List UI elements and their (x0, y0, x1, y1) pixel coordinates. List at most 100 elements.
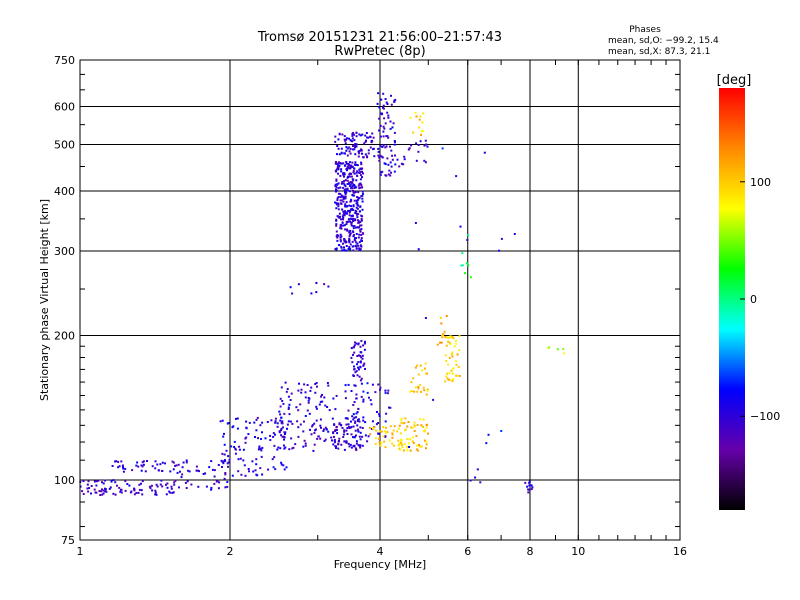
data-point (335, 224, 338, 227)
data-point (255, 418, 258, 421)
data-point (456, 374, 459, 377)
data-point (322, 428, 325, 431)
data-point (359, 178, 362, 181)
data-point (274, 421, 277, 424)
x-axis-ticks: 1 2 4 6 8 10 16 (77, 60, 687, 558)
data-point (342, 218, 344, 221)
data-point (345, 146, 348, 149)
data-point (347, 218, 350, 221)
data-point (352, 375, 355, 377)
data-point (343, 429, 346, 432)
data-point (315, 419, 318, 422)
data-point (378, 106, 381, 109)
data-point (279, 413, 282, 416)
data-point (379, 388, 381, 391)
data-point (274, 433, 276, 436)
data-point (411, 440, 414, 443)
data-point (361, 444, 364, 447)
data-point (334, 248, 337, 251)
data-point (414, 366, 417, 369)
data-point (351, 140, 354, 143)
data-point (154, 467, 157, 470)
data-point (391, 433, 394, 436)
data-point (326, 382, 329, 384)
x-tick-label: 10 (571, 545, 585, 558)
data-point (259, 448, 262, 451)
data-point (441, 147, 444, 150)
data-point (335, 188, 337, 191)
data-point (351, 165, 354, 168)
data-point (359, 354, 362, 357)
y-axis-label: Stationary phase Virtual Height [km] (38, 199, 51, 401)
data-point (359, 446, 362, 449)
data-point (283, 412, 286, 415)
data-point (361, 427, 364, 429)
data-point (419, 140, 422, 143)
data-point (369, 136, 372, 139)
data-point (353, 148, 356, 151)
data-point (211, 468, 214, 471)
data-point (159, 463, 162, 466)
data-point (360, 186, 363, 189)
data-point (348, 184, 351, 187)
data-point (455, 374, 457, 377)
data-point (425, 447, 427, 450)
data-point (348, 182, 350, 185)
data-point (421, 129, 424, 132)
data-point (334, 201, 337, 204)
data-point (347, 425, 350, 428)
data-point (400, 441, 402, 444)
data-point (93, 480, 96, 483)
data-point (360, 339, 363, 342)
data-point (210, 486, 213, 489)
data-point (399, 432, 402, 435)
data-point (409, 438, 412, 441)
data-point (347, 409, 350, 412)
data-point (345, 223, 348, 226)
data-point (356, 374, 359, 377)
data-point (279, 405, 282, 408)
data-point (221, 452, 224, 455)
data-point (420, 424, 423, 427)
data-point (355, 449, 358, 452)
data-point (197, 485, 200, 488)
data-point (173, 483, 176, 486)
data-point (442, 334, 444, 336)
data-point (350, 187, 353, 190)
data-point (349, 229, 352, 232)
data-point (348, 137, 351, 140)
data-point (124, 467, 127, 470)
y-tick-label: 200 (54, 330, 75, 343)
data-point (350, 218, 353, 221)
data-point (355, 237, 358, 239)
data-point (255, 429, 258, 432)
data-point (445, 344, 448, 347)
data-point (349, 232, 352, 235)
data-point (289, 286, 292, 289)
data-point (303, 383, 306, 386)
data-point (343, 214, 346, 217)
data-point (465, 262, 468, 265)
data-point (261, 421, 264, 424)
data-point (320, 426, 322, 429)
data-point (350, 347, 353, 350)
data-point (444, 380, 447, 383)
data-point (281, 400, 284, 402)
data-point (166, 482, 169, 485)
data-point (82, 480, 85, 482)
data-point (186, 480, 189, 483)
data-point (426, 372, 429, 375)
data-point (276, 448, 279, 451)
data-point (355, 412, 358, 415)
data-point (373, 426, 376, 429)
data-point (354, 209, 357, 212)
data-points (79, 92, 566, 496)
data-point (314, 429, 316, 432)
data-point (138, 483, 141, 486)
data-point (415, 142, 418, 145)
data-point (141, 480, 144, 483)
data-point (344, 384, 347, 387)
data-point (400, 421, 403, 424)
data-point (339, 233, 342, 236)
data-point (350, 356, 353, 359)
